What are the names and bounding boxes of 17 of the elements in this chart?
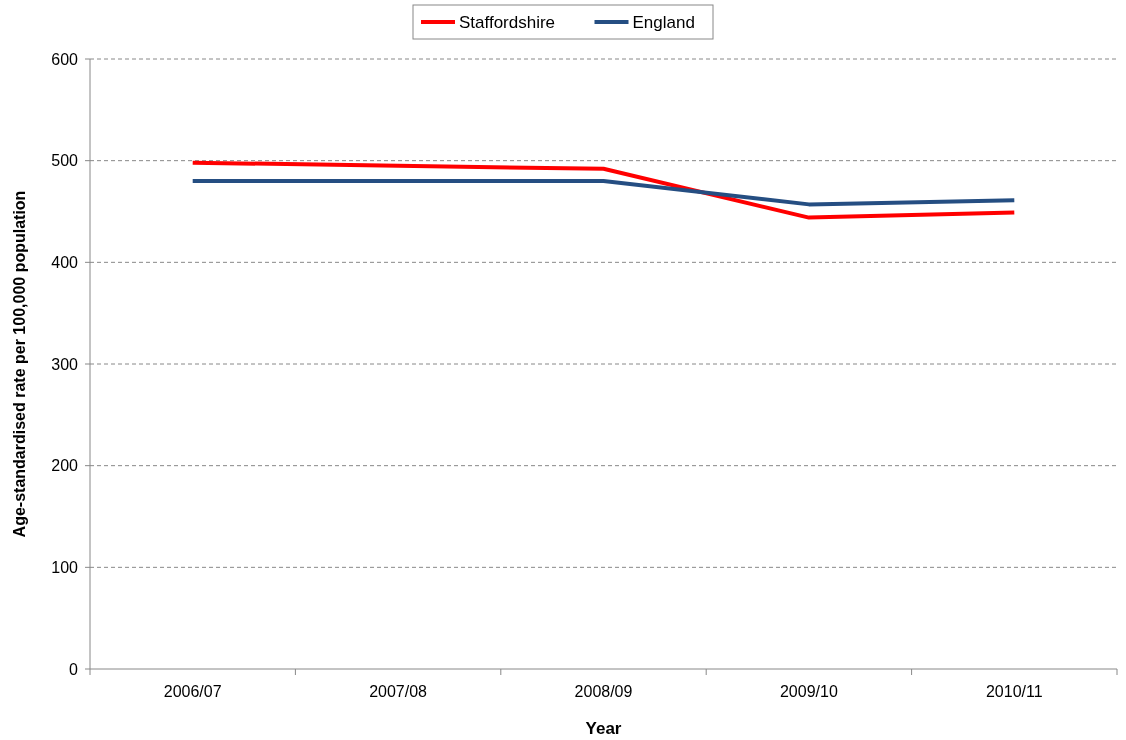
x-tick-label: 2008/09 <box>574 683 633 700</box>
y-tick-label: 400 <box>51 253 79 271</box>
y-axis-title: Age-standardised rate per 100,000 population <box>11 190 28 538</box>
x-tick-label: 2009/10 <box>779 683 838 700</box>
line-series <box>190 160 1017 220</box>
y-tick-label: 0 <box>69 660 79 678</box>
x-tick-label: 2010/11 <box>985 683 1043 700</box>
x-tick-label: 2006/07 <box>163 683 222 700</box>
y-tick-label: 300 <box>51 355 79 373</box>
y-tick-label: 500 <box>51 152 79 170</box>
y-tick-label: 200 <box>51 457 79 475</box>
y-tick-label: 600 <box>51 50 79 68</box>
x-tick-label: 2007/08 <box>369 683 428 700</box>
legend-label: Staffordshire <box>459 12 556 32</box>
y-tick-label: 100 <box>51 558 79 576</box>
x-axis-title: Year <box>585 719 622 738</box>
legend-label: England <box>632 12 695 32</box>
